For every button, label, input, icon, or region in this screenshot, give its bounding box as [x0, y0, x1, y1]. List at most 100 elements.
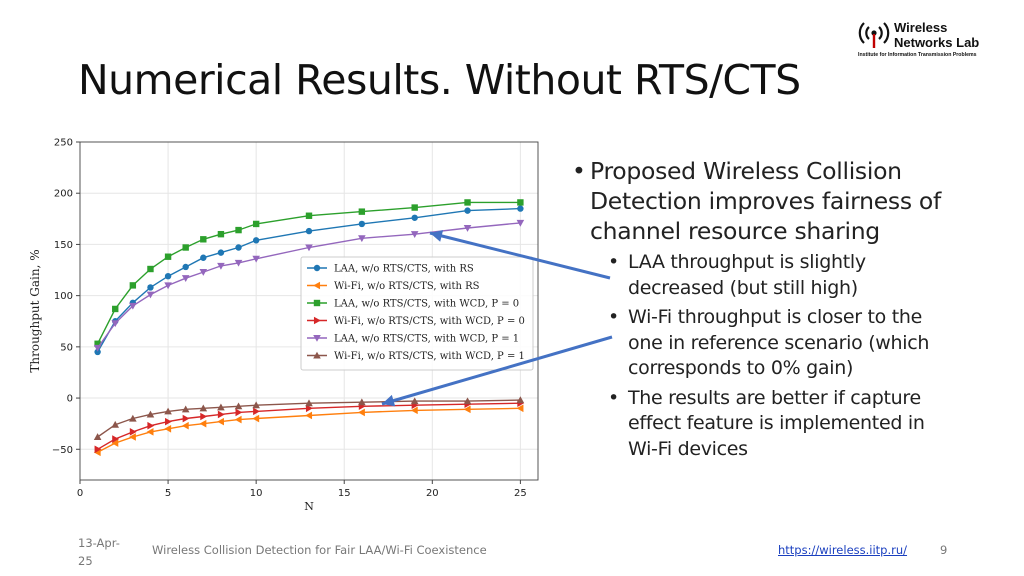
antenna-icon — [858, 22, 890, 48]
legend-label: Wi-Fi, w/o RTS/CTS, with WCD, P = 0 — [334, 316, 525, 327]
chart-legend: LAA, w/o RTS/CTS, with RS Wi-Fi, w/o RTS/… — [300, 256, 534, 371]
annotation-arrow-line — [381, 335, 613, 406]
data-point — [234, 415, 242, 424]
data-point — [112, 435, 120, 443]
x-axis-label: N — [304, 500, 314, 513]
data-point — [217, 262, 225, 270]
data-point — [358, 398, 366, 406]
data-point — [464, 199, 471, 206]
bullet-main: • Proposed Wireless Collision Detection i… — [572, 157, 941, 245]
data-point — [313, 299, 321, 307]
bullet-sub-3: • The results are better if capture effec… — [608, 386, 925, 460]
data-point — [516, 404, 524, 413]
plot-frame — [79, 141, 539, 481]
series-5 — [93, 219, 525, 352]
annotation-arrow-head — [382, 394, 396, 407]
legend-label: Wi-Fi, w/o RTS/CTS, with RS — [334, 281, 480, 292]
data-point — [217, 230, 225, 238]
data-point — [252, 237, 260, 244]
data-point — [94, 340, 101, 347]
data-point — [313, 281, 321, 290]
footer-url-link[interactable]: https://wireless.iitp.ru/ — [778, 543, 908, 557]
x-tick-label: 5 — [165, 488, 171, 499]
data-point — [200, 412, 208, 421]
legend-label: Wi-Fi, w/o RTS/CTS, with WCD, P = 1 — [334, 351, 525, 362]
data-point — [252, 220, 260, 228]
data-point — [313, 316, 321, 325]
data-point — [129, 302, 137, 310]
data-point — [313, 334, 321, 342]
data-point — [313, 264, 321, 272]
series-6 — [93, 396, 525, 441]
data-point — [305, 212, 313, 219]
data-point — [305, 399, 313, 407]
data-point — [112, 305, 119, 313]
data-point — [129, 433, 136, 441]
data-point — [305, 227, 313, 235]
data-point — [235, 408, 243, 417]
data-point — [182, 263, 189, 271]
data-point — [129, 282, 137, 289]
data-point — [235, 226, 242, 234]
bullet-sub-3-text: The results are better if capture effect… — [628, 386, 925, 460]
series-1 — [94, 205, 524, 356]
data-point — [313, 351, 321, 359]
data-point — [305, 411, 313, 420]
data-point — [463, 397, 472, 405]
data-point — [234, 402, 243, 410]
data-point — [410, 406, 418, 415]
x-tick-label: 15 — [338, 488, 351, 499]
lab-logo: Wireless Networks Lab Institute for Info… — [858, 20, 1008, 64]
y-axis-label: Throughput Gain, % — [28, 249, 42, 372]
data-point — [94, 445, 102, 454]
data-point — [94, 348, 101, 356]
series-3 — [94, 199, 524, 347]
annotation-arrow-head — [430, 230, 444, 242]
data-point — [464, 207, 471, 214]
data-point — [305, 244, 313, 252]
data-point — [358, 408, 365, 417]
y-tick-label: −50 — [52, 445, 73, 456]
data-point — [146, 410, 155, 418]
data-point — [199, 419, 207, 428]
footer-date: 13-Apr-25 — [78, 536, 120, 568]
data-point — [217, 417, 224, 426]
data-point — [147, 284, 154, 291]
data-point — [164, 424, 172, 433]
y-tick-label: 50 — [60, 342, 73, 353]
annotation-arrows — [381, 230, 613, 407]
data-point — [252, 255, 260, 263]
y-tick-label: 200 — [54, 189, 73, 200]
data-point — [517, 199, 524, 206]
annotation-arrow-line — [429, 231, 611, 280]
data-point — [199, 269, 208, 276]
data-point — [253, 407, 260, 416]
data-point — [164, 407, 172, 415]
bullet-sub-2: • Wi-Fi throughput is closer to the one i… — [608, 306, 930, 379]
data-point — [410, 231, 419, 238]
legend-label: LAA, w/o RTS/CTS, with WCD, P = 0 — [334, 299, 519, 310]
data-point — [200, 236, 207, 243]
x-tick-label: 20 — [426, 488, 439, 499]
data-point — [234, 259, 243, 267]
data-point — [217, 410, 225, 419]
data-point — [164, 272, 172, 280]
y-tick-label: 0 — [67, 394, 73, 405]
data-point — [165, 417, 172, 426]
data-point — [164, 253, 172, 260]
bullet-sub-1: • LAA throughput is slightly decreased (b… — [608, 251, 866, 299]
data-point — [181, 421, 189, 430]
series-2 — [93, 404, 524, 457]
y-tick-label: 250 — [54, 138, 73, 149]
data-point — [147, 265, 154, 273]
data-point — [111, 320, 120, 328]
footer-title: Wireless Collision Detection for Fair LA… — [152, 543, 487, 557]
data-point — [217, 403, 225, 411]
data-point — [411, 204, 418, 211]
data-point — [463, 224, 472, 232]
data-point — [200, 254, 207, 261]
data-point — [463, 405, 471, 414]
data-point — [235, 244, 242, 251]
data-point — [199, 404, 208, 412]
x-tick-label: 10 — [250, 488, 263, 499]
